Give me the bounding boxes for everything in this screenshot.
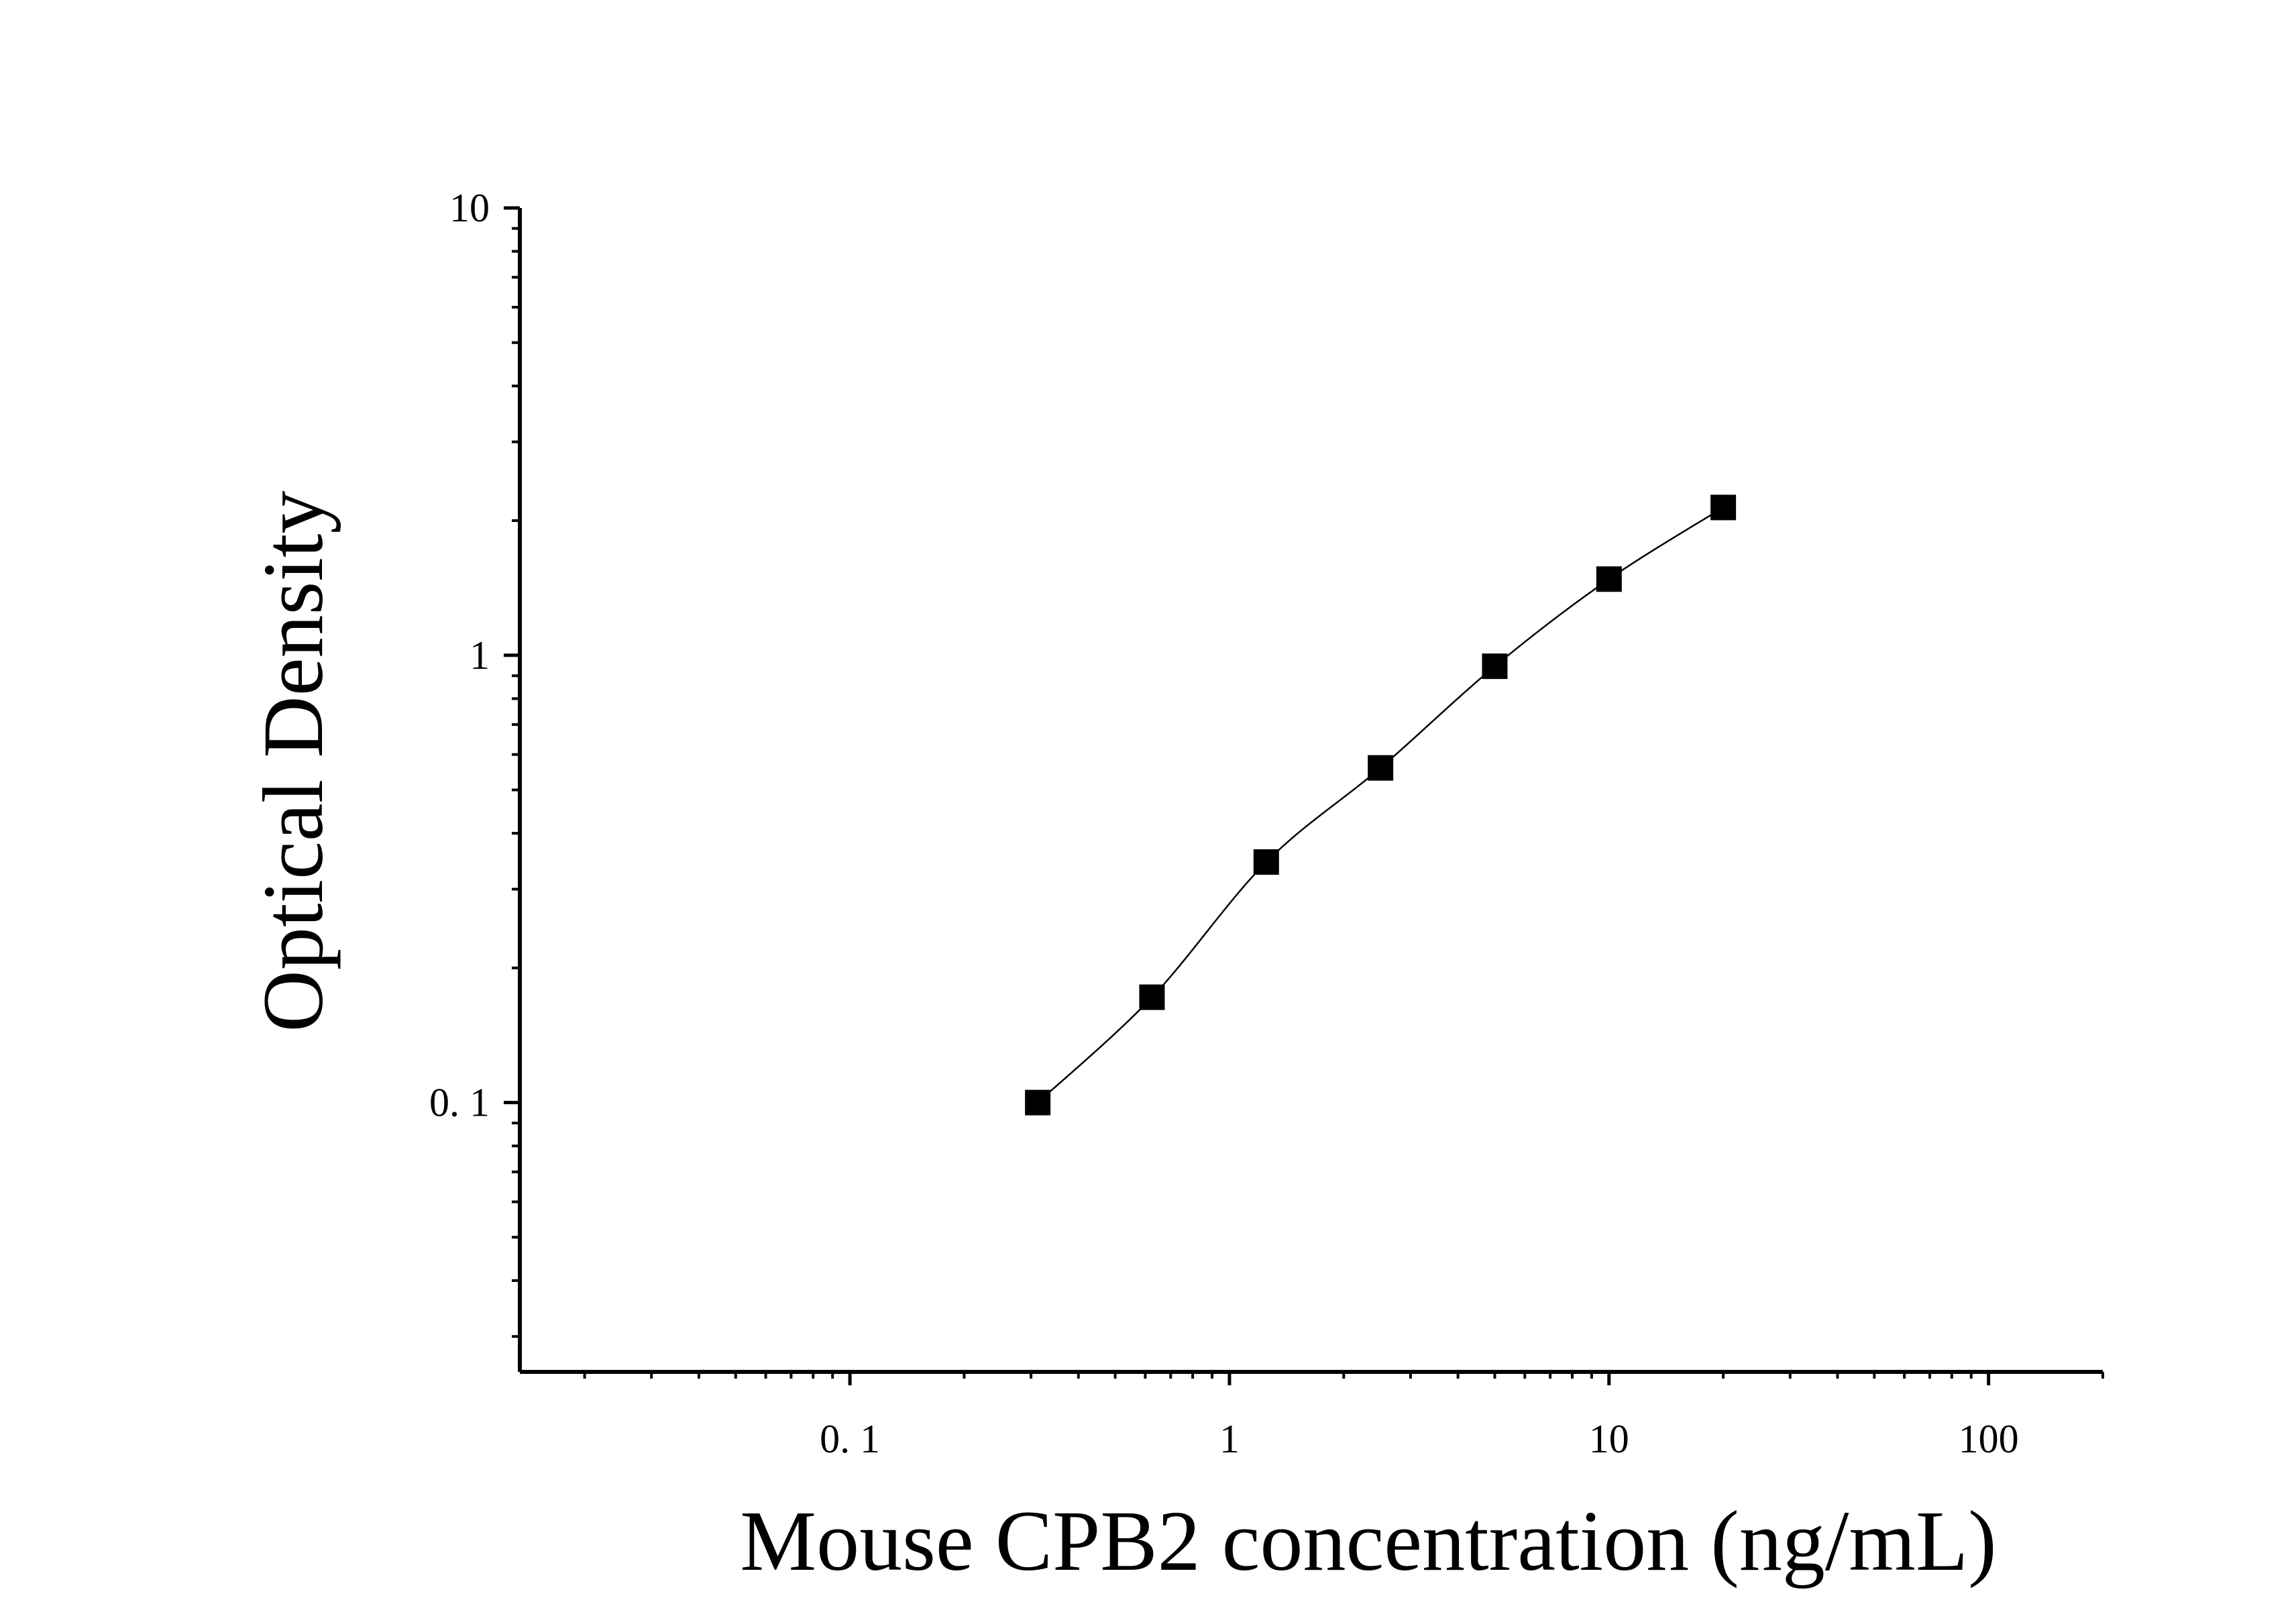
x-tick-label: 1	[1219, 1417, 1240, 1461]
data-point	[1482, 653, 1508, 680]
y-axis-title: Optical Density	[245, 491, 341, 1032]
x-axis-tick-labels: 0. 1 1 10 100	[820, 1417, 2019, 1461]
y-axis-major-ticks	[504, 206, 520, 1105]
data-point	[1025, 1089, 1051, 1116]
x-tick-label: 0. 1	[820, 1417, 880, 1461]
data-point	[1253, 849, 1279, 875]
y-tick-label: 10	[449, 186, 490, 230]
x-tick-label: 10	[1589, 1417, 1629, 1461]
data-point-markers	[1025, 494, 1737, 1116]
data-point	[1596, 566, 1622, 592]
x-axis-title: Mouse CPB2 concentration (ng/mL)	[740, 1493, 1997, 1589]
y-tick-label: 1	[470, 633, 490, 678]
x-axis-major-ticks	[848, 1372, 1991, 1385]
data-point	[1368, 755, 1394, 781]
y-tick-label: 0. 1	[429, 1081, 490, 1125]
fitted-curve-line	[1037, 506, 1724, 1104]
data-point	[1139, 984, 1165, 1010]
y-axis-tick-labels: 0. 1 1 10	[429, 186, 490, 1125]
x-tick-label: 100	[1959, 1417, 2019, 1461]
data-point	[1710, 494, 1737, 521]
